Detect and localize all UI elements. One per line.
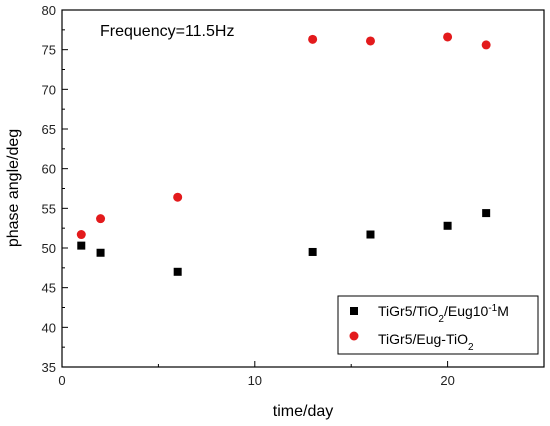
legend-marker-series-1	[350, 307, 358, 315]
x-tick-label: 20	[440, 373, 454, 388]
y-axis: 35 40 45 50 55 60 65 70 75 80	[42, 3, 68, 375]
legend-label-series-1: TiGr5/TiO2/Eug10-1M	[378, 303, 509, 325]
y-axis-title: phase angle/deg	[5, 129, 22, 247]
series-2-point	[481, 40, 491, 50]
series-2-point	[308, 34, 318, 44]
chart-annotation: Frequency=11.5Hz	[100, 23, 234, 40]
y-tick-label: 35	[42, 360, 56, 375]
series-2-point	[443, 32, 453, 42]
series-1-point	[173, 267, 182, 276]
y-tick-label: 55	[42, 201, 56, 216]
series-2-point	[365, 36, 375, 46]
y-tick-label: 65	[42, 122, 56, 137]
y-tick-label: 50	[42, 241, 56, 256]
series-1-point	[308, 247, 317, 256]
x-tick-label: 0	[58, 373, 65, 388]
series-1-point	[77, 241, 86, 250]
series-2-point	[173, 192, 183, 202]
y-tick-label: 60	[42, 162, 56, 177]
x-tick-label: 10	[248, 373, 262, 388]
series-2-point	[76, 230, 86, 240]
series-2-point	[96, 214, 106, 224]
legend-label-series-2: TiGr5/Eug-TiO2	[378, 331, 474, 353]
y-tick-label: 80	[42, 3, 56, 18]
y-tick-label: 40	[42, 320, 56, 335]
series-1-point	[482, 209, 491, 218]
y-tick-label: 45	[42, 281, 56, 296]
y-tick-label: 70	[42, 82, 56, 97]
series-1-point	[443, 221, 452, 230]
legend-marker-series-2	[349, 331, 359, 341]
series-1-point	[366, 230, 375, 239]
data-points	[76, 32, 491, 276]
x-axis-title: time/day	[273, 403, 333, 420]
legend: TiGr5/TiO2/Eug10-1M TiGr5/Eug-TiO2	[337, 295, 539, 355]
series-1-point	[96, 248, 105, 257]
x-axis: 0 10 20	[58, 361, 545, 388]
legend-box	[337, 295, 539, 355]
y-tick-label: 75	[42, 43, 56, 58]
